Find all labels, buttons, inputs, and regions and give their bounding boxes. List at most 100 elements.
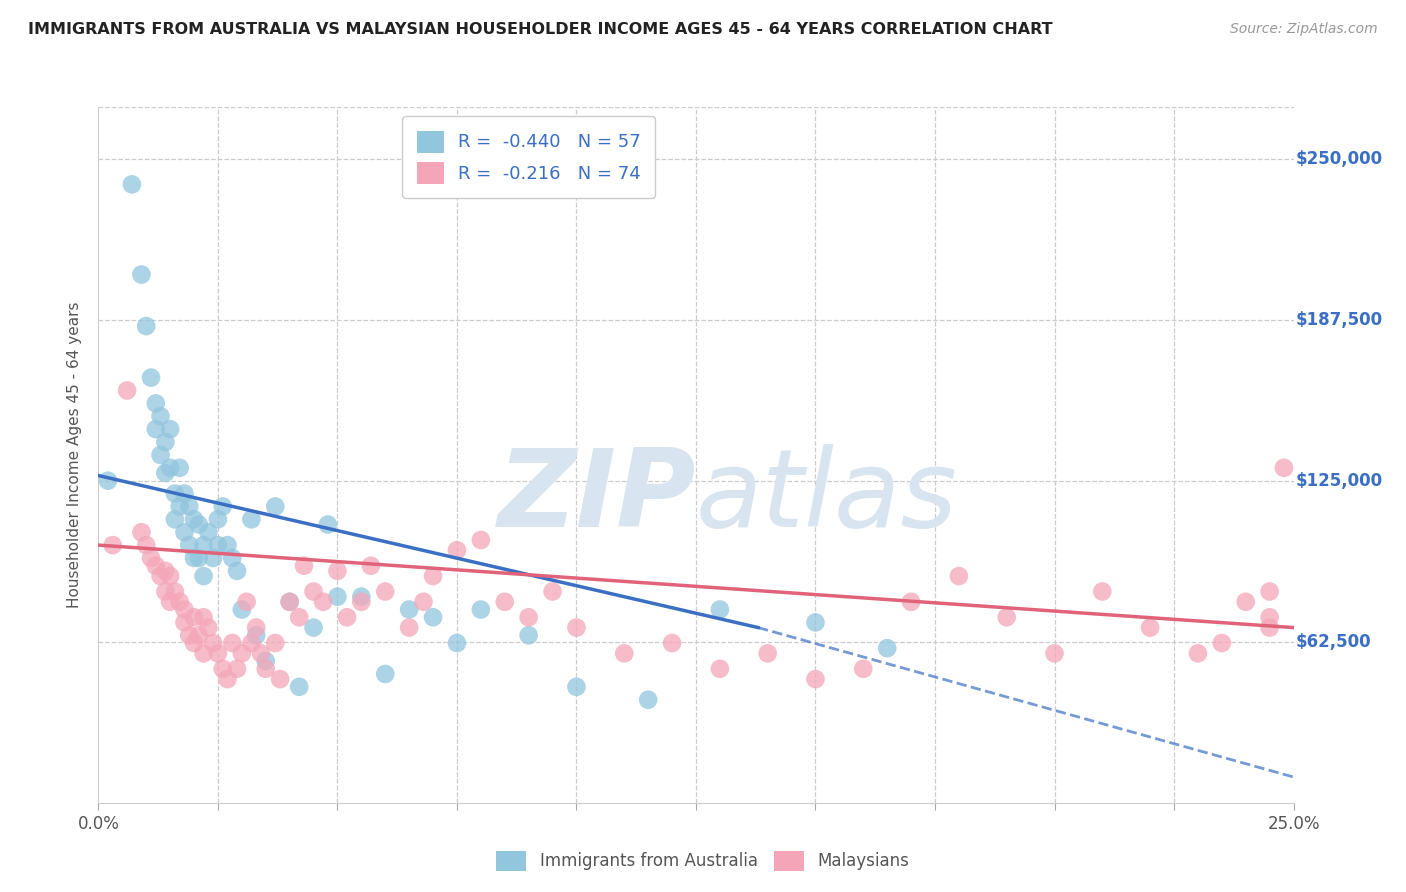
Point bbox=[288, 610, 311, 624]
Point bbox=[326, 564, 349, 578]
Point bbox=[326, 590, 349, 604]
Point bbox=[193, 538, 215, 552]
Point bbox=[217, 672, 239, 686]
Point bbox=[207, 538, 229, 552]
Point bbox=[193, 610, 215, 624]
Point bbox=[709, 602, 731, 616]
Point bbox=[446, 636, 468, 650]
Point bbox=[202, 636, 225, 650]
Point bbox=[240, 512, 263, 526]
Text: Source: ZipAtlas.com: Source: ZipAtlas.com bbox=[1230, 22, 1378, 37]
Point bbox=[207, 646, 229, 660]
Point bbox=[211, 500, 233, 514]
Point bbox=[173, 525, 195, 540]
Point bbox=[446, 543, 468, 558]
Point bbox=[207, 512, 229, 526]
Text: ZIP: ZIP bbox=[498, 443, 696, 549]
Point bbox=[1272, 460, 1295, 475]
Point bbox=[202, 551, 225, 566]
Point bbox=[179, 628, 201, 642]
Point bbox=[159, 422, 181, 436]
Point bbox=[173, 602, 195, 616]
Point bbox=[231, 646, 253, 660]
Point bbox=[302, 621, 325, 635]
Point bbox=[183, 512, 205, 526]
Point bbox=[398, 602, 420, 616]
Point bbox=[852, 662, 875, 676]
Text: $187,500: $187,500 bbox=[1296, 310, 1384, 328]
Point bbox=[613, 646, 636, 660]
Point bbox=[159, 569, 181, 583]
Point bbox=[169, 500, 191, 514]
Legend: Immigrants from Australia, Malaysians: Immigrants from Australia, Malaysians bbox=[488, 842, 918, 880]
Point bbox=[494, 595, 516, 609]
Text: IMMIGRANTS FROM AUSTRALIA VS MALAYSIAN HOUSEHOLDER INCOME AGES 45 - 64 YEARS COR: IMMIGRANTS FROM AUSTRALIA VS MALAYSIAN H… bbox=[28, 22, 1053, 37]
Point bbox=[235, 595, 257, 609]
Point bbox=[187, 517, 209, 532]
Point bbox=[1258, 584, 1281, 599]
Point bbox=[163, 486, 186, 500]
Point bbox=[187, 628, 209, 642]
Point bbox=[264, 500, 287, 514]
Point bbox=[350, 590, 373, 604]
Point bbox=[1187, 646, 1209, 660]
Point bbox=[422, 569, 444, 583]
Point bbox=[1091, 584, 1114, 599]
Point bbox=[804, 672, 827, 686]
Point bbox=[169, 460, 191, 475]
Legend: R =  -0.440   N = 57, R =  -0.216   N = 74: R = -0.440 N = 57, R = -0.216 N = 74 bbox=[402, 116, 655, 198]
Point bbox=[211, 662, 233, 676]
Point bbox=[374, 667, 396, 681]
Point bbox=[173, 486, 195, 500]
Point bbox=[135, 319, 157, 334]
Point bbox=[149, 409, 172, 424]
Point bbox=[312, 595, 335, 609]
Point bbox=[179, 538, 201, 552]
Text: $250,000: $250,000 bbox=[1296, 150, 1384, 168]
Point bbox=[804, 615, 827, 630]
Point bbox=[149, 569, 172, 583]
Point bbox=[995, 610, 1018, 624]
Point bbox=[221, 551, 243, 566]
Point bbox=[155, 564, 177, 578]
Point bbox=[278, 595, 301, 609]
Point bbox=[169, 595, 191, 609]
Point bbox=[254, 662, 277, 676]
Point bbox=[360, 558, 382, 573]
Point bbox=[709, 662, 731, 676]
Point bbox=[292, 558, 315, 573]
Point bbox=[1211, 636, 1233, 650]
Point bbox=[470, 602, 492, 616]
Point bbox=[155, 584, 177, 599]
Point bbox=[145, 558, 167, 573]
Point bbox=[145, 422, 167, 436]
Point bbox=[269, 672, 291, 686]
Point bbox=[121, 178, 143, 192]
Point bbox=[1258, 621, 1281, 635]
Point bbox=[145, 396, 167, 410]
Point bbox=[541, 584, 564, 599]
Point bbox=[240, 636, 263, 650]
Point bbox=[217, 538, 239, 552]
Point bbox=[278, 595, 301, 609]
Point bbox=[193, 646, 215, 660]
Point bbox=[288, 680, 311, 694]
Point bbox=[1234, 595, 1257, 609]
Point bbox=[565, 680, 588, 694]
Point bbox=[250, 646, 273, 660]
Point bbox=[131, 525, 153, 540]
Point bbox=[517, 628, 540, 642]
Point bbox=[254, 654, 277, 668]
Point bbox=[101, 538, 124, 552]
Point bbox=[179, 500, 201, 514]
Point bbox=[183, 551, 205, 566]
Point bbox=[637, 692, 659, 706]
Point bbox=[900, 595, 922, 609]
Point bbox=[155, 466, 177, 480]
Point bbox=[470, 533, 492, 547]
Point bbox=[412, 595, 434, 609]
Point bbox=[302, 584, 325, 599]
Point bbox=[221, 636, 243, 650]
Point bbox=[139, 370, 162, 384]
Point bbox=[197, 525, 219, 540]
